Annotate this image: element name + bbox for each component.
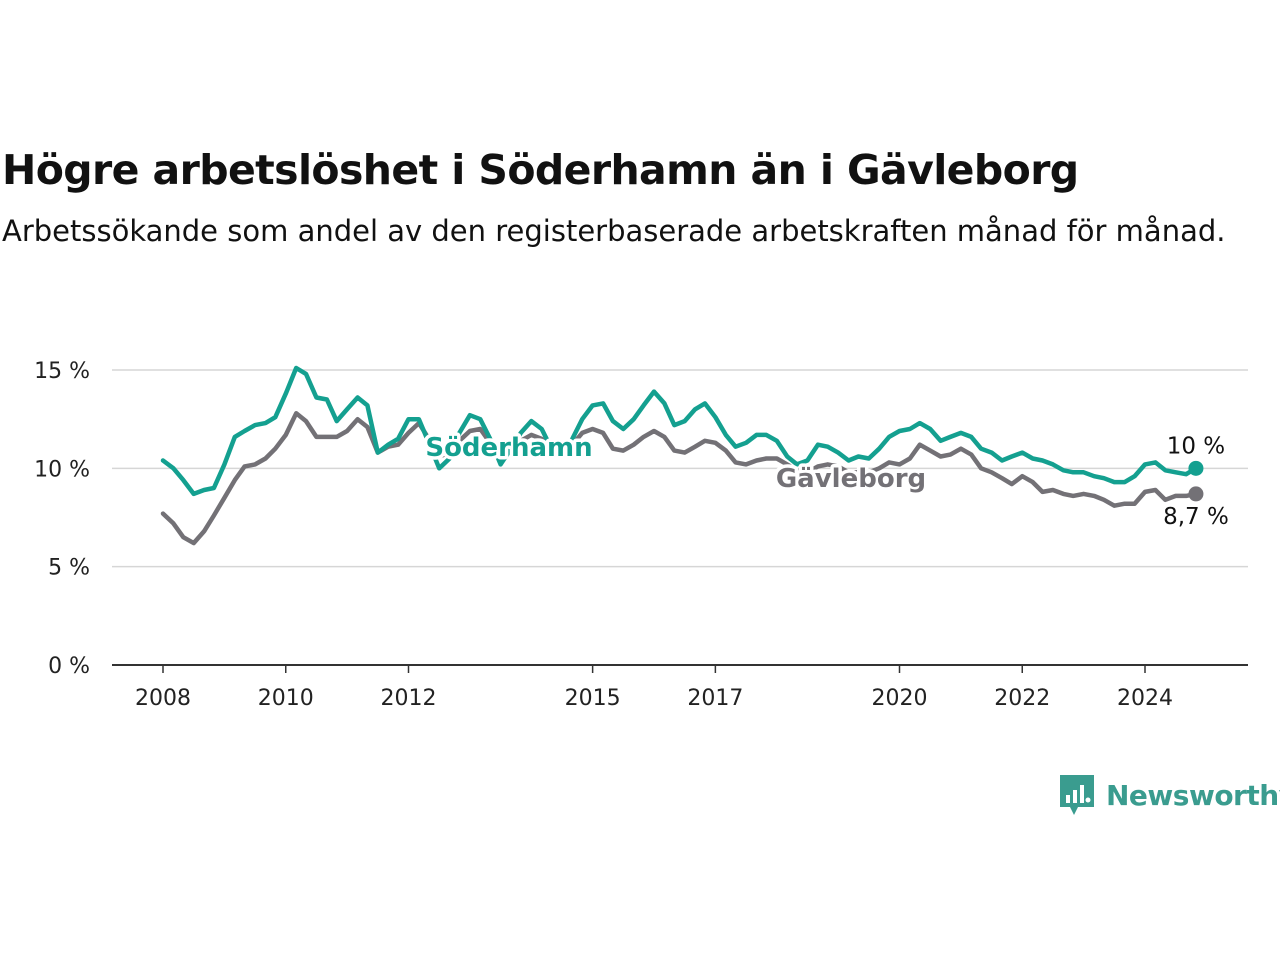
x-tick-label: 2008	[135, 686, 191, 711]
y-axis-ticks: 0 % 5 % 10 % 15 %	[34, 359, 90, 679]
y-tick-label: 5 %	[48, 556, 90, 581]
end-label-soderhamn: 10 %	[1167, 433, 1225, 459]
x-tick-label: 2017	[687, 686, 743, 711]
series-lines	[160, 365, 1204, 546]
newsworthy-logo-icon	[1060, 775, 1094, 815]
y-tick-label: 0 %	[48, 654, 90, 679]
end-point-soderhamn	[1188, 460, 1204, 476]
series-label-soderhamn: Söderhamn	[425, 433, 592, 463]
series-line-gavleborg	[160, 411, 1199, 546]
brand-name: Newsworthy	[1106, 778, 1280, 812]
x-tick-label: 2022	[994, 686, 1050, 711]
x-tick-label: 2010	[258, 686, 314, 711]
end-label-gavleborg: 8,7 %	[1163, 504, 1229, 530]
chart-subtitle: Arbetssökande som andel av den registerb…	[2, 214, 1226, 248]
line-chart: 0 %5 %10 %15 % 2008 2010 2012 2015 2017 2020 2…	[34, 359, 1248, 711]
x-tick-label: 2012	[381, 686, 437, 711]
series-labels: Söderhamn Gävleborg 10 % 8,7 %	[422, 430, 1229, 530]
x-tick-label: 2020	[872, 686, 928, 711]
x-axis-ticks: 2008 2010 2012 2015 2017 2020 2022 2024	[112, 664, 1248, 711]
series-line-soderhamn	[160, 365, 1199, 497]
x-tick-label: 2015	[565, 686, 621, 711]
series-label-gavleborg: Gävleborg	[776, 464, 926, 494]
y-tick-label: 15 %	[34, 359, 90, 384]
brand-logo: Newsworthy	[1058, 773, 1280, 817]
y-tick-label: 10 %	[34, 457, 90, 482]
end-point-gavleborg	[1188, 486, 1204, 502]
x-tick-label: 2024	[1117, 686, 1173, 711]
chart-title: Högre arbetslöshet i Söderhamn än i Gävl…	[2, 146, 1079, 194]
